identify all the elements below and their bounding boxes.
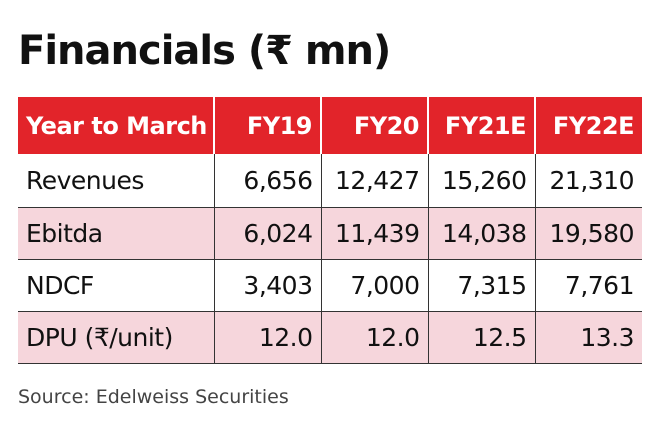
table-cell: 12.0 <box>213 311 321 364</box>
row-label: DPU (₹/unit) <box>18 311 214 364</box>
column-header-fy20: FY20 <box>320 97 428 154</box>
table-cell: 11,439 <box>320 207 428 260</box>
table-cell: 7,000 <box>320 259 428 312</box>
row-label: Revenues <box>18 154 214 208</box>
table-cell: 14,038 <box>427 207 535 260</box>
table-cell: 6,656 <box>213 154 321 208</box>
table-cell: 7,761 <box>534 259 642 312</box>
table-header-row: Year to March FY19 FY20 FY21E FY22E <box>18 97 642 154</box>
table-cell: 12,427 <box>320 154 428 208</box>
table-cell: 3,403 <box>213 259 321 312</box>
financials-table-container: Year to March FY19 FY20 FY21E FY22E Reve… <box>18 97 642 364</box>
row-label: Ebitda <box>18 207 214 260</box>
column-header-year-to-march: Year to March <box>18 97 214 154</box>
table-row-ndcf: NDCF 3,403 7,000 7,315 7,761 <box>18 259 642 312</box>
table-cell: 13.3 <box>534 311 642 364</box>
table-cell: 12.5 <box>427 311 535 364</box>
chart-title: Financials (₹ mn) <box>18 28 391 74</box>
financials-table: Year to March FY19 FY20 FY21E FY22E Reve… <box>18 97 642 364</box>
column-header-fy19: FY19 <box>213 97 321 154</box>
table-cell: 19,580 <box>534 207 642 260</box>
table-cell: 21,310 <box>534 154 642 208</box>
table-row-ebitda: Ebitda 6,024 11,439 14,038 19,580 <box>18 207 642 260</box>
column-header-fy21e: FY21E <box>427 97 535 154</box>
table-cell: 12.0 <box>320 311 428 364</box>
source-note: Source: Edelweiss Securities <box>18 386 289 408</box>
table-row-revenues: Revenues 6,656 12,427 15,260 21,310 <box>18 154 642 208</box>
table-cell: 6,024 <box>213 207 321 260</box>
column-header-fy22e: FY22E <box>534 97 642 154</box>
table-row-dpu: DPU (₹/unit) 12.0 12.0 12.5 13.3 <box>18 311 642 364</box>
row-label: NDCF <box>18 259 214 312</box>
table-cell: 7,315 <box>427 259 535 312</box>
table-cell: 15,260 <box>427 154 535 208</box>
